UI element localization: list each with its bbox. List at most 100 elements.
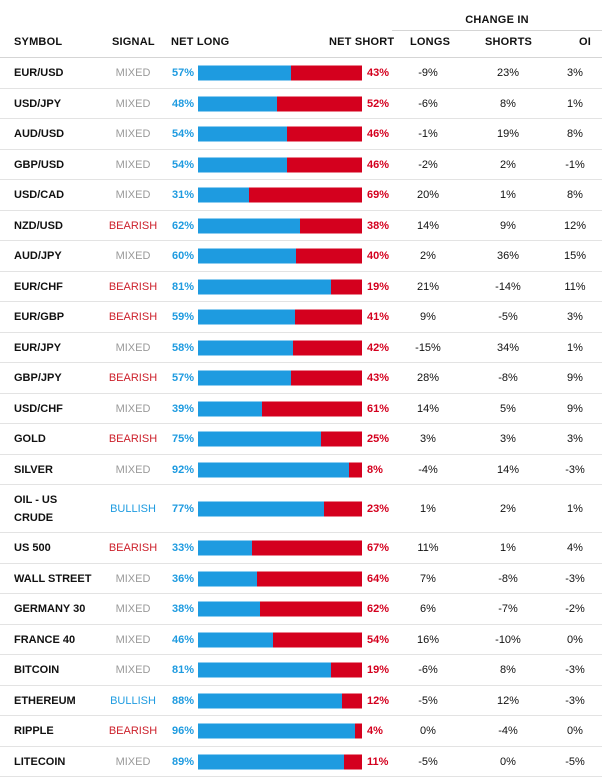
oi-change: 11% [564,280,586,293]
net-long-fill [198,662,331,678]
oi-change: 9% [567,372,583,385]
net-position-bar [198,370,362,386]
symbol-cell: RIPPLE [14,725,54,738]
change-in-header: CHANGE IN [465,14,529,26]
net-long-fill [198,754,344,770]
symbol-cell: WALL STREET [14,572,92,585]
net-position-bar [198,754,362,770]
net-position-bar [198,157,362,173]
signal-cell: BEARISH [108,280,158,293]
net-long-fill [198,601,261,617]
net-long-value: 81% [171,280,194,293]
net-long-value: 96% [171,725,194,738]
longs-change: 21% [416,280,440,293]
row-divider [0,179,602,180]
net-short-value: 25% [367,433,390,446]
longs-change: -5% [418,694,438,707]
net-position-bar [198,187,362,203]
net-long-value: 36% [171,572,194,585]
row-divider [0,593,602,594]
net-long-fill [198,632,274,648]
net-short-value: 43% [367,67,390,80]
signal-cell: MIXED [115,664,151,677]
net-short-value: 8% [367,463,383,476]
longs-change: 14% [416,219,440,232]
table-row: OIL - US CRUDE BULLISH 77% 23% 1% 2% 1% [0,485,602,533]
net-position-bar [198,65,362,81]
row-divider [0,423,602,424]
shorts-change: -7% [498,603,518,616]
net-long-fill [198,571,258,587]
table-row: LITECOIN MIXED 89% 11% -5% 0% -5% [0,747,602,777]
net-long-fill [198,723,356,739]
row-divider [0,745,602,747]
net-position-bar [198,218,362,234]
signal-cell: BEARISH [108,219,158,232]
table-row: GBP/USD MIXED 54% 46% -2% 2% -1% [0,150,602,180]
oi-change: -5% [565,755,585,768]
symbol-cell: EUR/JPY [14,341,62,354]
symbol-cell: NZD/USD [14,219,63,232]
shorts-change: 1% [500,542,516,555]
longs-change: -5% [418,755,438,768]
symbol-header: SYMBOL [14,36,63,48]
net-position-bar [198,540,362,556]
longs-change: -1% [418,128,438,141]
net-long-fill [198,309,295,325]
shorts-change: 23% [496,67,520,80]
net-short-value: 42% [367,341,390,354]
longs-change: -6% [418,664,438,677]
net-short-value: 19% [367,280,390,293]
shorts-change: 8% [500,97,516,110]
table-row: FRANCE 40 MIXED 46% 54% 16% -10% 0% [0,625,602,655]
net-short-value: 46% [367,158,390,171]
table-row: ETHEREUM BULLISH 88% 12% -5% 12% -3% [0,686,602,716]
longs-header: LONGS [410,36,451,48]
net-long-fill [198,96,277,112]
net-position-bar [198,96,362,112]
net-position-bar [198,401,362,417]
net-long-value: 59% [171,311,194,324]
table-row: GOLD BEARISH 75% 25% 3% 3% 3% [0,424,602,455]
table-row: RIPPLE BEARISH 96% 4% 0% -4% 0% [0,716,602,747]
table-row: EUR/USD MIXED 57% 43% -9% 23% 3% [0,58,602,89]
net-long-fill [198,65,292,81]
longs-change: 0% [420,725,436,738]
net-long-fill [198,279,331,295]
net-long-value: 58% [171,341,194,354]
symbol-cell: GBP/JPY [14,372,62,385]
net-long-value: 89% [171,755,194,768]
net-long-value: 33% [171,542,194,555]
signal-cell: MIXED [115,250,151,263]
longs-change: 11% [417,542,439,555]
shorts-change: 5% [500,402,516,415]
oi-change: 0% [567,633,583,646]
net-position-bar [198,309,362,325]
net-position-bar [198,279,362,295]
net-long-value: 54% [171,158,194,171]
symbol-cell: USD/CAD [14,189,65,202]
row-divider [0,715,602,716]
signal-cell: MIXED [115,128,151,141]
net-short-value: 54% [367,633,390,646]
net-long-value: 77% [171,503,194,515]
signal-cell: MIXED [115,633,151,646]
row-divider [0,209,602,211]
symbol-cell: AUD/JPY [14,250,62,263]
row-divider [0,654,602,655]
header-divider [0,57,602,58]
signal-cell: BEARISH [108,542,158,555]
longs-change: 9% [420,311,436,324]
net-short-value: 38% [367,219,390,232]
row-divider [0,362,602,363]
net-long-value: 38% [171,603,194,616]
symbol-cell: OIL - US CRUDE [14,494,58,524]
shorts-change: 2% [500,503,516,515]
shorts-change: 8% [500,664,516,677]
symbol-cell: USD/JPY [14,97,62,110]
row-divider [0,331,602,333]
shorts-header: SHORTS [485,36,533,48]
signal-cell: MIXED [115,755,151,768]
oi-change: 8% [567,189,583,202]
